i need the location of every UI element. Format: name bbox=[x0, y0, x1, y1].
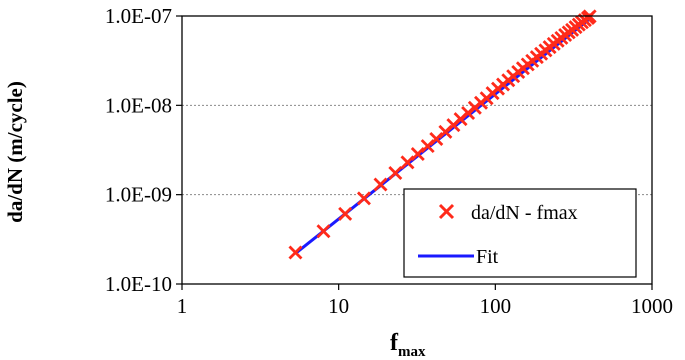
data-point bbox=[373, 177, 388, 192]
legend-label-fit: Fit bbox=[476, 246, 499, 268]
legend: da/dN - fmax Fit bbox=[403, 188, 637, 278]
x-axis-label-main: f bbox=[390, 330, 399, 356]
legend-label-data: da/dN - fmax bbox=[471, 202, 578, 224]
data-point bbox=[388, 165, 403, 180]
x-tick-label: 10 bbox=[328, 294, 349, 318]
plot-area-frame bbox=[181, 15, 653, 285]
y-tick-label: 1.0E-08 bbox=[105, 93, 172, 117]
x-tick-label: 1000 bbox=[631, 294, 673, 318]
x-tick-label: 1 bbox=[177, 294, 188, 318]
x-axis-label: fmax bbox=[390, 330, 426, 360]
data-point bbox=[356, 191, 371, 206]
y-axis-label: da/dN (m/cycle) bbox=[3, 81, 27, 223]
data-point bbox=[400, 155, 415, 170]
tick-labels: 1.0E-10 1.0E-09 1.0E-08 1.0E-07 1 10 100 1000 bbox=[105, 4, 673, 318]
legend-box bbox=[403, 188, 637, 278]
data-point bbox=[288, 245, 303, 260]
data-point bbox=[316, 224, 331, 239]
grid-lines bbox=[182, 104, 652, 196]
x-tick-label: 100 bbox=[480, 294, 512, 318]
data-point bbox=[338, 206, 353, 221]
y-tick-label: 1.0E-10 bbox=[105, 272, 172, 296]
x-axis-label-subscript: max bbox=[398, 344, 426, 360]
y-tick-label: 1.0E-07 bbox=[105, 4, 172, 28]
legend-marker-x-icon bbox=[438, 203, 455, 220]
y-tick-label: 1.0E-09 bbox=[105, 183, 172, 207]
